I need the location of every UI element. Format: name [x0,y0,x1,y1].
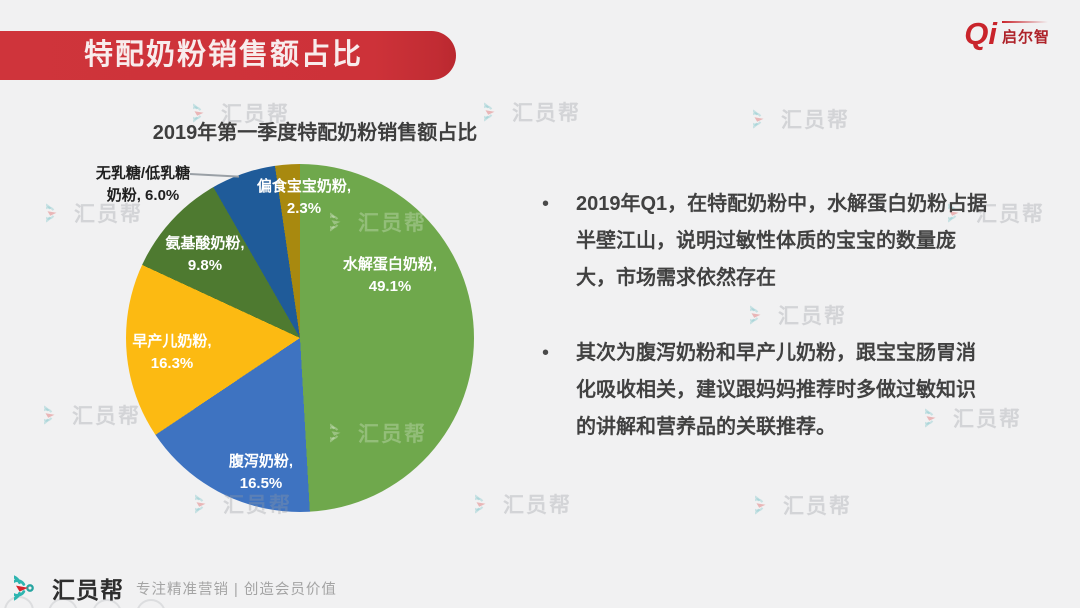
watermark-swirl-icon [44,405,55,425]
watermark-text: 汇员帮 [778,305,847,328]
watermark-swirl-icon [750,305,761,325]
watermark-swirl-icon [484,102,495,122]
footer-tagline: 专注精准营销 | 创造会员价值 [136,581,337,598]
watermark-text: 汇员帮 [358,212,427,235]
watermark-text: 汇员帮 [74,203,143,226]
watermark-swirl-icon [475,494,486,514]
watermark-swirl-icon [330,423,341,443]
watermark: 汇员帮 [753,104,850,134]
watermark: 汇员帮 [750,300,847,330]
chart-title: 2019年第一季度特配奶粉销售额占比 [152,122,478,144]
brand-mark: Qi [964,16,997,51]
pie-chart [126,164,474,512]
bullet-dot: • [542,193,550,215]
watermark-text: 汇员帮 [503,494,572,517]
label-leader-line [189,173,239,178]
watermark-text: 汇员帮 [221,103,290,126]
banner-title: 特配奶粉销售额占比 [84,39,364,71]
watermark: 汇员帮 [475,489,572,519]
watermark: 汇员帮 [44,400,141,430]
watermark-text: 汇员帮 [783,495,852,518]
footer: 汇员帮 专注精准营销 | 创造会员价值 [14,571,337,605]
pie-slice-label-picky-eater: 偏食宝宝奶粉, 2.3% [256,178,352,217]
bullet-dot: • [542,342,550,364]
footer-brand: 汇员帮 [52,577,124,603]
watermark-text: 汇员帮 [976,203,1045,226]
header-banner: 特配奶粉销售额占比 [0,31,456,80]
watermark-text: 汇员帮 [953,408,1022,431]
bullet-item: • 其次为腹泻奶粉和早产儿奶粉，跟宝宝肠胃消化吸收相关，建议跟妈妈推荐时多做过敏… [542,335,988,446]
watermark-swirl-icon [195,494,206,514]
insight-bullets: • 2019年Q1，在特配奶粉中，水解蛋白奶粉占据半壁江山，说明过敏性体质的宝宝… [542,186,988,446]
watermark-text: 汇员帮 [223,494,292,517]
brand-accent-line [1001,20,1048,23]
watermark: 汇员帮 [46,198,143,228]
watermark-swirl-icon [46,203,57,223]
watermark-swirl-icon [193,103,204,123]
watermark-swirl-icon [925,408,936,428]
watermark: 汇员帮 [195,489,292,519]
brand-name: 启尔智 [1001,28,1050,46]
watermark-swirl-icon [755,495,766,515]
watermark: 汇员帮 [330,418,427,448]
watermark-text: 汇员帮 [781,109,850,132]
watermark: 汇员帮 [948,198,1045,228]
watermark: 汇员帮 [193,98,290,128]
watermark: 汇员帮 [755,490,852,520]
watermark: 汇员帮 [330,207,427,237]
pie-slice-label-amino-acid: 氨基酸奶粉, 9.8% [165,235,245,274]
pie-slice-label-hydrolyzed: 水解蛋白奶粉, 49.1% [342,256,438,295]
pie-slice-label-preterm: 早产儿奶粉, 16.3% [132,333,212,372]
watermark-text: 汇员帮 [72,405,141,428]
watermark-text: 汇员帮 [358,423,427,446]
watermark: 汇员帮 [925,403,1022,433]
bullet-text: 2019年Q1，在特配奶粉中，水解蛋白奶粉占据半壁江山，说明过敏性体质的宝宝的数… [576,193,988,289]
footer-logo-swirl-icon [14,575,34,601]
watermark-swirl-icon [753,109,764,129]
watermark-swirl-icon [948,203,959,223]
watermark-text: 汇员帮 [512,102,581,125]
bullet-item: • 2019年Q1，在特配奶粉中，水解蛋白奶粉占据半壁江山，说明过敏性体质的宝宝… [542,186,988,297]
pie-slice-label-lactose-free: 无乳糖/低乳糖 奶粉, 6.0% [95,165,191,204]
watermark: 汇员帮 [484,97,581,127]
brand-logo: Qi 启尔智 [964,16,1050,51]
bullet-text: 其次为腹泻奶粉和早产儿奶粉，跟宝宝肠胃消化吸收相关，建议跟妈妈推荐时多做过敏知识… [576,342,976,438]
pie-slice-label-diarrhea: 腹泻奶粉, 16.5% [228,453,294,492]
watermark-swirl-icon [330,212,341,232]
